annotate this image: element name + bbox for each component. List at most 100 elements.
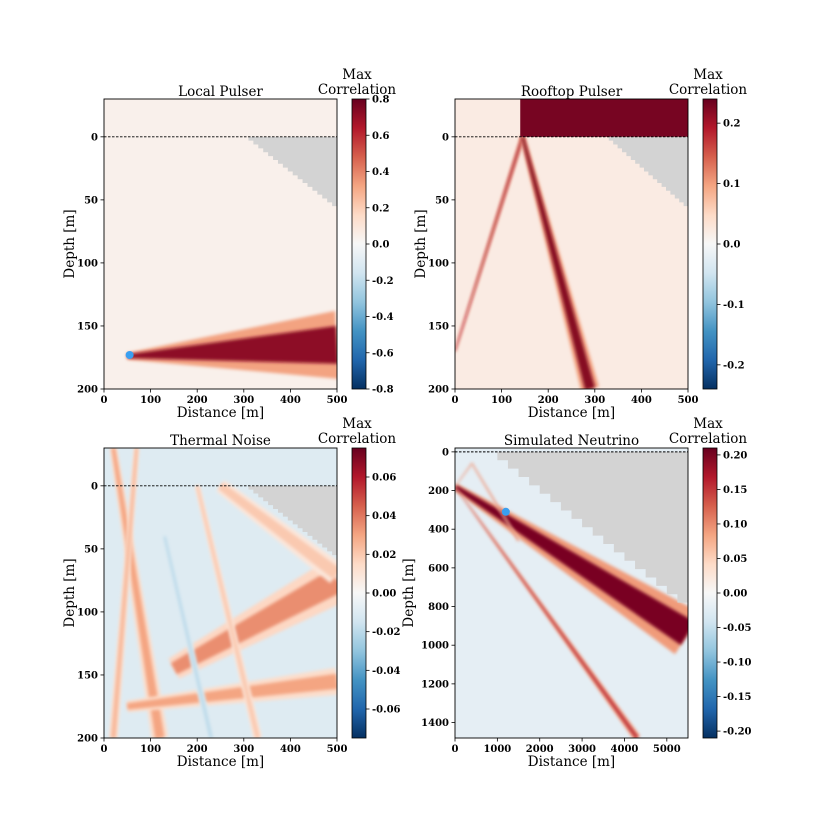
colorbar-tick-label: -0.02 <box>372 627 401 638</box>
y-tick-label: 1200 <box>421 679 449 690</box>
colorbar-tick-label: -0.8 <box>372 385 394 396</box>
colorbar-label-line1: Max <box>342 67 372 83</box>
axes-frame <box>454 447 689 739</box>
y-tick-label: 50 <box>84 544 98 555</box>
beam-7 <box>163 535 213 738</box>
x-tick-label: 400 <box>280 744 301 755</box>
colorbar-tick-label: 0.8 <box>372 95 389 106</box>
colorbar-label-line2: Correlation <box>669 431 748 447</box>
y-tick-label: 200 <box>77 734 98 745</box>
axes-frame <box>103 98 338 390</box>
x-tick-label: 4000 <box>611 744 639 755</box>
chart-title: Simulated Neutrino <box>504 433 639 449</box>
chart-title: Thermal Noise <box>170 433 271 449</box>
colorbar <box>351 98 367 390</box>
x-axis-label: Distance [m] <box>528 405 615 421</box>
beam-1 <box>111 448 165 738</box>
x-tick-label: 500 <box>327 395 348 406</box>
y-tick-label: 150 <box>77 321 98 332</box>
x-tick-label: 400 <box>631 395 652 406</box>
beam-2 <box>521 136 596 389</box>
axes-frame <box>103 447 338 739</box>
x-tick-label: 5000 <box>653 744 681 755</box>
y-axis-label: Depth [m] <box>401 558 417 627</box>
colorbar-tick-label: 0.0 <box>372 240 389 251</box>
x-tick-label: 0 <box>452 744 459 755</box>
beam-1 <box>455 136 524 352</box>
beam-1 <box>127 325 337 364</box>
x-tick-label: 1000 <box>483 744 511 755</box>
y-axis-label: Depth [m] <box>413 209 429 278</box>
colorbar-tick-label: 0.05 <box>723 554 747 565</box>
x-axis-label: Distance [m] <box>177 405 264 421</box>
y-tick-label: 1000 <box>421 641 449 652</box>
x-axis-label: Distance [m] <box>528 754 615 770</box>
colorbar-tick-label: 0.06 <box>372 473 396 484</box>
heatmap-area <box>104 448 337 738</box>
x-tick-label: 300 <box>233 744 254 755</box>
colorbar-tick-label: 0.04 <box>372 511 396 522</box>
y-axis-label: Depth [m] <box>62 209 78 278</box>
x-tick-label: 2000 <box>526 744 554 755</box>
colorbar-tick-label: 0.1 <box>723 179 740 190</box>
x-tick-label: 500 <box>327 744 348 755</box>
colorbar-tick-label: 0.20 <box>723 450 747 461</box>
masked-region <box>497 451 688 603</box>
y-tick-label: 1400 <box>421 718 449 729</box>
colorbar-tick-label: 0.10 <box>723 519 747 530</box>
surface-block <box>520 99 688 137</box>
beam-2 <box>110 448 139 738</box>
x-tick-label: 0 <box>101 395 108 406</box>
beam-5 <box>195 485 261 738</box>
heatmap-area <box>455 99 688 389</box>
x-tick-label: 3000 <box>568 744 596 755</box>
colorbar-tick-label: -0.06 <box>372 705 401 716</box>
colorbar-tick-label: 0.00 <box>372 589 396 600</box>
x-tick-label: 100 <box>140 395 161 406</box>
colorbar-label-line1: Max <box>342 416 372 432</box>
colorbar-tick-label: -0.6 <box>372 348 394 359</box>
y-tick-label: 0 <box>442 132 449 143</box>
y-tick-label: 150 <box>77 670 98 681</box>
heatmap-area <box>455 448 688 738</box>
colorbar-tick-label: 0.2 <box>723 119 740 130</box>
x-tick-label: 200 <box>187 395 208 406</box>
colorbar <box>702 447 718 739</box>
y-tick-label: 0 <box>442 447 449 458</box>
x-tick-label: 100 <box>140 744 161 755</box>
chart-title: Local Pulser <box>178 84 263 100</box>
x-tick-label: 300 <box>584 395 605 406</box>
colorbar-label-line1: Max <box>693 416 723 432</box>
x-tick-label: 400 <box>280 395 301 406</box>
colorbar-tick-label: 0.4 <box>372 167 389 178</box>
y-tick-label: 50 <box>84 195 98 206</box>
chart-title: Rooftop Pulser <box>521 84 623 100</box>
colorbar-tick-label: 0.02 <box>372 550 396 561</box>
x-tick-label: 200 <box>538 395 559 406</box>
y-tick-label: 100 <box>77 607 98 618</box>
x-tick-label: 0 <box>452 395 459 406</box>
y-tick-label: 0 <box>91 481 98 492</box>
x-tick-label: 100 <box>491 395 512 406</box>
y-tick-label: 200 <box>428 486 449 497</box>
colorbar-tick-label: 0.2 <box>372 203 389 214</box>
y-tick-label: 0 <box>91 132 98 143</box>
colorbar-tick-label: 0.15 <box>723 485 747 496</box>
heatmap-area <box>104 99 337 389</box>
y-tick-label: 200 <box>428 385 449 396</box>
source-marker <box>125 350 134 359</box>
colorbar-tick-label: -0.05 <box>723 623 752 634</box>
colorbar-label-line1: Max <box>693 67 723 83</box>
source-marker <box>501 507 510 516</box>
y-tick-label: 800 <box>428 602 449 613</box>
beam-4 <box>126 673 337 710</box>
colorbar-tick-label: -0.2 <box>723 360 745 371</box>
masked-region <box>248 136 337 207</box>
beam-6 <box>218 482 337 580</box>
beam-halo-2 <box>455 486 641 738</box>
colorbar-tick-label: -0.4 <box>372 312 394 323</box>
colorbar <box>702 98 718 390</box>
